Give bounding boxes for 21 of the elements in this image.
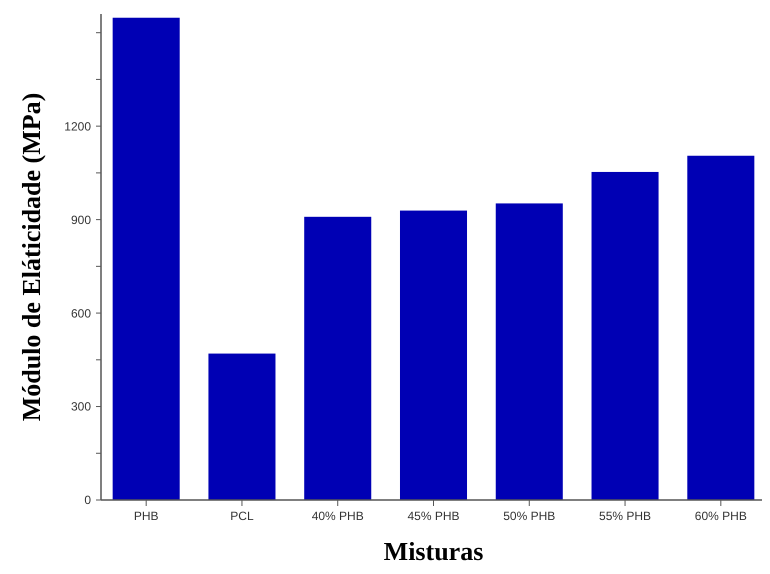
y-tick-label: 900 xyxy=(70,212,92,227)
bar xyxy=(496,203,563,500)
x-tick-label: PHB xyxy=(134,509,159,523)
x-axis-title: Misturas xyxy=(384,537,484,566)
x-tick-label: 40% PHB xyxy=(312,509,364,523)
bar xyxy=(208,354,276,500)
bar xyxy=(112,18,180,500)
bar xyxy=(304,216,372,500)
y-tick-label: 0 xyxy=(84,493,92,508)
y-tick-label: 1200 xyxy=(64,119,92,134)
y-tick-label: 300 xyxy=(70,400,92,414)
y-axis-title: Módulo de Eláticidade (MPa) xyxy=(17,92,46,422)
bar xyxy=(592,172,659,500)
bar xyxy=(687,156,754,500)
y-tick-label: 600 xyxy=(70,306,92,320)
x-tick-label: 45% PHB xyxy=(407,509,460,523)
bar xyxy=(400,210,468,500)
x-tick-label: 50% PHB xyxy=(503,509,556,523)
x-tick-label: 60% PHB xyxy=(694,509,747,523)
x-tick-label: PCL xyxy=(230,509,254,523)
x-tick-label: 55% PHB xyxy=(599,509,652,523)
